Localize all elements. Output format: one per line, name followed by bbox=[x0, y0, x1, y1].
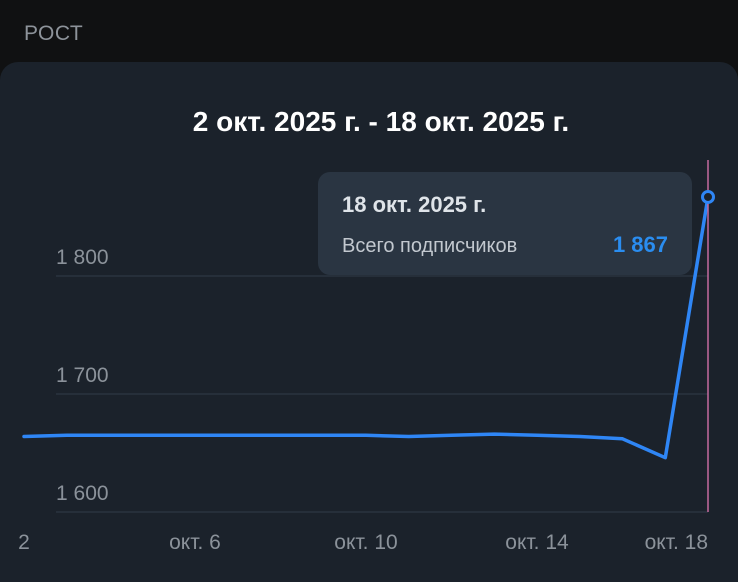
section-label: РОСТ bbox=[24, 22, 84, 45]
x-tick-label: окт. 18 bbox=[645, 531, 708, 554]
growth-line-chart[interactable]: 1 600 1 700 1 800 2 окт. 6 окт. 10 окт. 14 окт… bbox=[0, 62, 738, 582]
tooltip-label: Всего подписчиков bbox=[342, 235, 518, 257]
growth-chart-card: 1 600 1 700 1 800 2 окт. 6 окт. 10 окт. 14 окт… bbox=[0, 62, 738, 582]
x-tick-label: 2 bbox=[18, 531, 30, 554]
series-line-0[interactable] bbox=[22, 195, 710, 460]
tooltip-value: 1 867 bbox=[612, 232, 668, 257]
y-tick-labels: 1 600 1 700 1 800 bbox=[56, 246, 109, 505]
y-tick-label: 1 800 bbox=[56, 246, 109, 269]
y-tick-label: 1 600 bbox=[56, 482, 109, 505]
chart-title: 2 окт. 2025 г. - 18 окт. 2025 г. bbox=[192, 106, 570, 137]
series-layer bbox=[22, 195, 710, 460]
highlight-layer bbox=[701, 160, 715, 512]
highlight-point[interactable] bbox=[701, 189, 715, 204]
x-tick-label: окт. 10 bbox=[334, 531, 397, 554]
x-tick-label: окт. 6 bbox=[169, 531, 221, 554]
tooltip-row: Всего подписчиков 1 867 bbox=[342, 232, 668, 258]
x-tick-label: окт. 14 bbox=[505, 531, 569, 554]
chart-tooltip: 18 окт. 2025 г. Всего подписчиков 1 867 bbox=[318, 172, 692, 275]
x-tick-labels: 2 окт. 6 окт. 10 окт. 14 окт. 18 bbox=[18, 531, 708, 554]
tooltip-date: 18 окт. 2025 г. bbox=[342, 192, 487, 217]
grid-lines bbox=[56, 275, 708, 513]
y-tick-label: 1 700 bbox=[56, 364, 109, 387]
